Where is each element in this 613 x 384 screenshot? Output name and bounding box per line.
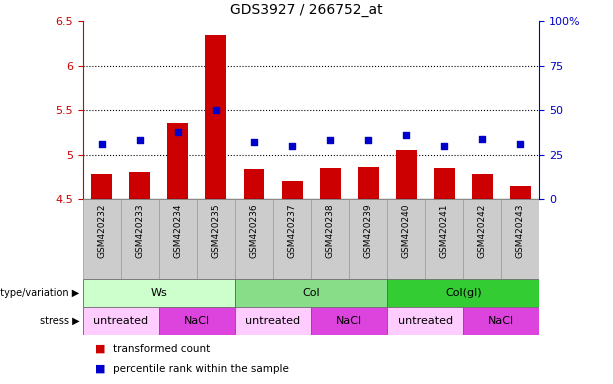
- Text: ■: ■: [95, 364, 105, 374]
- Point: [173, 128, 183, 135]
- Text: NaCl: NaCl: [489, 316, 514, 326]
- Point: [326, 137, 335, 144]
- Bar: [121, 199, 159, 279]
- Bar: [273, 199, 311, 279]
- Text: GSM420236: GSM420236: [249, 203, 259, 258]
- Bar: [235, 279, 387, 307]
- Text: stress ▶: stress ▶: [40, 316, 80, 326]
- Bar: [243, 169, 264, 199]
- Bar: [235, 199, 273, 279]
- Bar: [434, 168, 455, 199]
- Bar: [167, 122, 188, 199]
- Point: [516, 141, 525, 147]
- Text: GSM420238: GSM420238: [326, 203, 335, 258]
- Point: [440, 143, 449, 149]
- Bar: [387, 307, 463, 335]
- Text: GSM420237: GSM420237: [287, 203, 297, 258]
- Point: [364, 137, 373, 144]
- Text: Ws: Ws: [151, 288, 167, 298]
- Text: NaCl: NaCl: [184, 316, 210, 326]
- Text: NaCl: NaCl: [336, 316, 362, 326]
- Text: GSM420234: GSM420234: [173, 203, 183, 258]
- Bar: [91, 174, 112, 199]
- Bar: [425, 199, 463, 279]
- Text: untreated: untreated: [398, 316, 453, 326]
- Text: genotype/variation ▶: genotype/variation ▶: [0, 288, 80, 298]
- Bar: [311, 307, 387, 335]
- Bar: [83, 199, 121, 279]
- Bar: [129, 172, 150, 199]
- Text: GDS3927 / 266752_at: GDS3927 / 266752_at: [230, 3, 383, 17]
- Text: GSM420243: GSM420243: [516, 203, 525, 258]
- Text: untreated: untreated: [93, 316, 148, 326]
- Point: [478, 136, 487, 142]
- Text: GSM420240: GSM420240: [402, 203, 411, 258]
- Text: GSM420242: GSM420242: [478, 203, 487, 258]
- Point: [97, 141, 107, 147]
- Text: ■: ■: [95, 344, 105, 354]
- Text: percentile rank within the sample: percentile rank within the sample: [113, 364, 289, 374]
- Text: Col(gl): Col(gl): [445, 288, 482, 298]
- Text: GSM420232: GSM420232: [97, 203, 106, 258]
- Bar: [311, 199, 349, 279]
- Point: [135, 137, 145, 144]
- Bar: [387, 199, 425, 279]
- Bar: [463, 307, 539, 335]
- Point: [287, 143, 297, 149]
- Bar: [349, 199, 387, 279]
- Point: [211, 107, 221, 113]
- Bar: [205, 35, 226, 199]
- Text: GSM420233: GSM420233: [135, 203, 144, 258]
- Bar: [396, 150, 417, 199]
- Bar: [510, 186, 531, 199]
- Text: untreated: untreated: [245, 316, 300, 326]
- Point: [402, 132, 411, 138]
- Text: GSM420239: GSM420239: [364, 203, 373, 258]
- Bar: [281, 181, 303, 199]
- Text: Col: Col: [302, 288, 320, 298]
- Point: [249, 139, 259, 145]
- Bar: [235, 307, 311, 335]
- Text: GSM420235: GSM420235: [211, 203, 221, 258]
- Bar: [159, 307, 235, 335]
- Bar: [319, 168, 341, 199]
- Text: GSM420241: GSM420241: [440, 203, 449, 258]
- Text: transformed count: transformed count: [113, 344, 211, 354]
- Bar: [358, 167, 379, 199]
- Bar: [83, 279, 235, 307]
- Bar: [83, 307, 159, 335]
- Bar: [463, 199, 501, 279]
- Bar: [159, 199, 197, 279]
- Bar: [197, 199, 235, 279]
- Bar: [472, 174, 493, 199]
- Bar: [387, 279, 539, 307]
- Bar: [501, 199, 539, 279]
